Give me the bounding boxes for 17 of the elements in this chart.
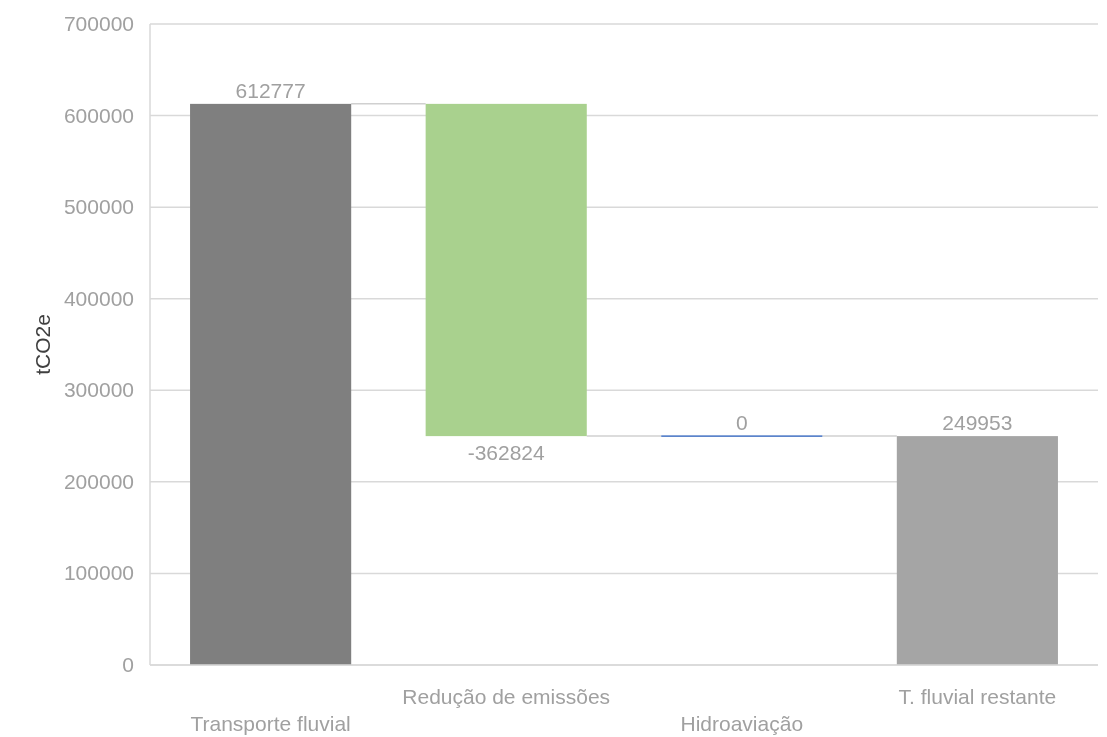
data-label: -362824 (467, 441, 546, 465)
y-tick-label: 300000 (63, 378, 134, 402)
y-tick-label: 600000 (63, 103, 134, 127)
y-axis-title: tCO2e (31, 314, 54, 375)
x-tick-label: Redução de emissões (402, 685, 611, 708)
data-label: 249953 (942, 411, 1013, 435)
y-tick-label: 0 (122, 653, 134, 676)
data-label: 0 (735, 411, 748, 435)
y-tick-label: 100000 (63, 561, 134, 585)
y-tick-label: 200000 (63, 469, 134, 493)
y-tick-label: 500000 (63, 195, 134, 219)
data-label: 612777 (235, 78, 306, 102)
y-tick-label: 700000 (63, 12, 134, 35)
x-tick-label: Hidroaviação (680, 712, 804, 735)
x-tick-label: T. fluvial restante (898, 685, 1057, 708)
y-tick-label: 400000 (63, 286, 134, 310)
x-tick-label: Transporte fluvial (190, 712, 351, 735)
